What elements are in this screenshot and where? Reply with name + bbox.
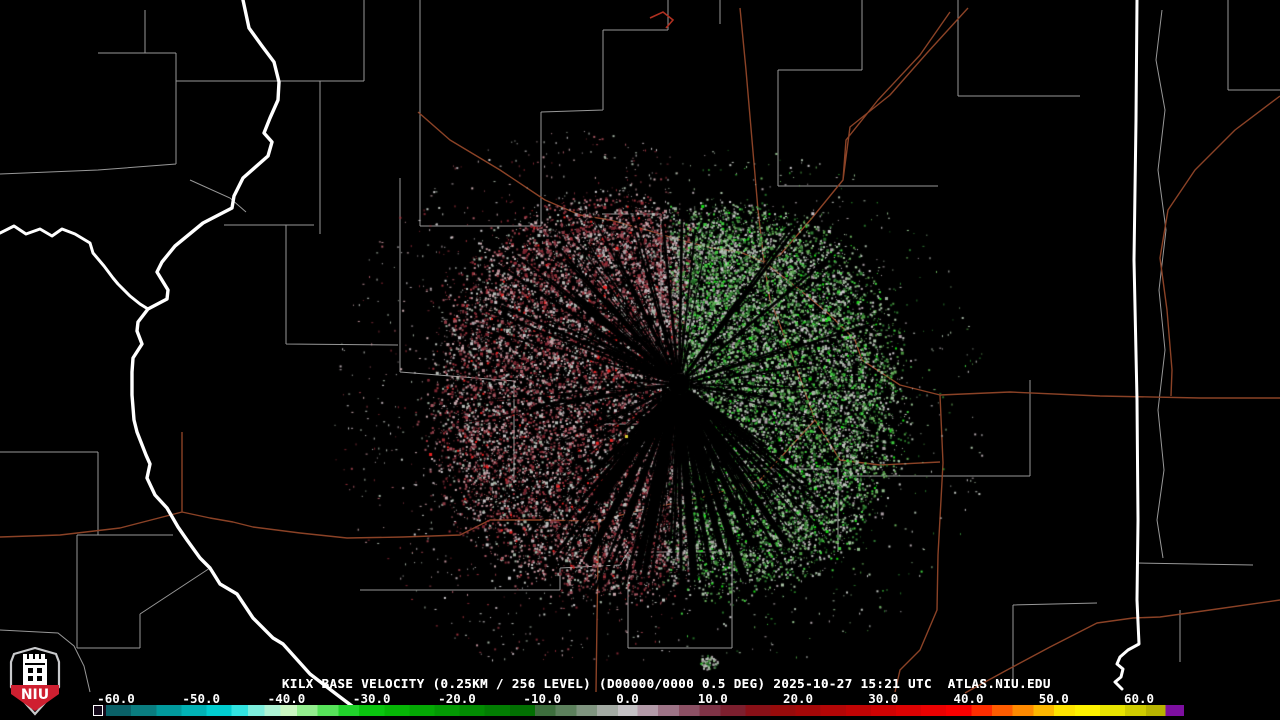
colorbar-tick: -40.0 bbox=[267, 691, 306, 706]
niu-logo-text: NIU bbox=[21, 687, 49, 703]
niu-castle-icon bbox=[23, 654, 47, 687]
colorbar-tick: -10.0 bbox=[523, 691, 562, 706]
colorbar-tick: -20.0 bbox=[438, 691, 476, 706]
colorbar-tick: 20.0 bbox=[782, 691, 814, 706]
colorbar-tick: -30.0 bbox=[352, 691, 391, 706]
product-title: KILX BASE VELOCITY (0.25KM / 256 LEVEL) … bbox=[282, 676, 1051, 691]
colorbar-tick: 50.0 bbox=[1038, 691, 1069, 706]
colorbar-tick: -60.0 bbox=[97, 691, 135, 706]
colorbar-tick: 60.0 bbox=[1123, 691, 1155, 706]
colorbar-tick: 40.0 bbox=[953, 691, 984, 706]
niu-red-band bbox=[11, 685, 59, 711]
colorbar-tick: 30.0 bbox=[868, 691, 899, 706]
colorbar-tick-labels: -60.0 -50.0 -40.0 -30.0 -20.0 -10.0 0.0 10.0 20.… bbox=[0, 691, 1280, 706]
velocity-colorbar bbox=[93, 705, 1184, 716]
colorbar-tick: 10.0 bbox=[697, 691, 728, 706]
colorbar-tick: 0.0 bbox=[616, 691, 639, 706]
colorbar-start-cap bbox=[93, 705, 103, 716]
colorbar-tick: -50.0 bbox=[182, 691, 221, 706]
niu-logo: NIU bbox=[9, 647, 61, 716]
